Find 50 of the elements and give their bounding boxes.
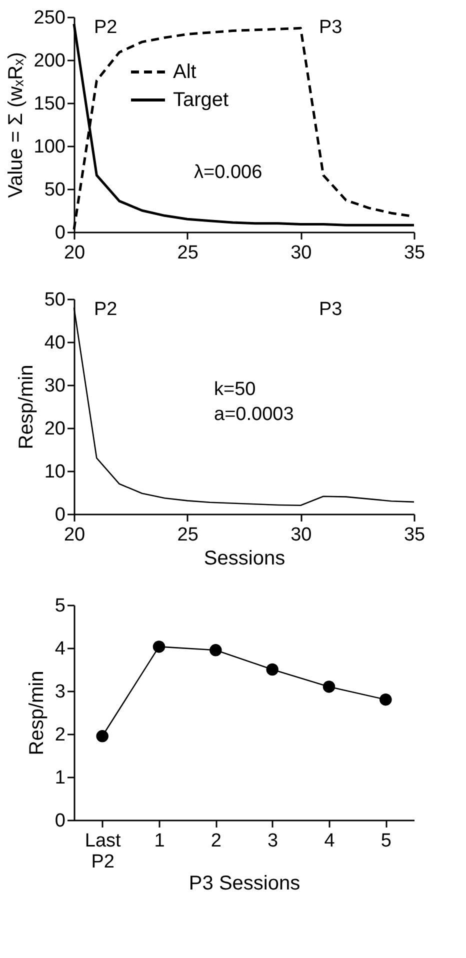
y-tick-label: 5 bbox=[54, 596, 66, 616]
annotation: k=50 bbox=[214, 379, 256, 400]
y-tick-label: 0 bbox=[54, 222, 66, 244]
point bbox=[380, 693, 392, 706]
y-tick-label: 1 bbox=[54, 768, 66, 788]
x-tick-label: 4 bbox=[324, 830, 336, 852]
y-axis-title: Resp/min bbox=[26, 670, 48, 756]
y-tick-label: 100 bbox=[34, 136, 66, 158]
point bbox=[210, 644, 222, 656]
x-tick-label: 25 bbox=[177, 524, 198, 546]
annotation: λ=0.006 bbox=[194, 162, 262, 183]
annotation: P2 bbox=[94, 299, 118, 320]
point bbox=[322, 680, 336, 693]
point bbox=[266, 663, 278, 676]
x-tick-label: 30 bbox=[290, 242, 312, 264]
annotation: P2 bbox=[94, 17, 118, 38]
y-tick-label: 250 bbox=[34, 8, 66, 28]
x-tick-label: 2 bbox=[210, 830, 222, 852]
y-tick-label: 2 bbox=[54, 724, 66, 746]
y-axis-title: Resp/min bbox=[15, 364, 38, 450]
x-axis-title: P3 Sessions bbox=[188, 872, 300, 894]
x-tick-label: 5 bbox=[380, 830, 392, 852]
y-tick-label: 50 bbox=[44, 290, 66, 310]
y-tick-label: 200 bbox=[34, 50, 66, 72]
y-tick-label: 3 bbox=[54, 682, 66, 702]
y-tick-label: 50 bbox=[44, 180, 66, 200]
point bbox=[152, 640, 166, 653]
y-tick-label: 4 bbox=[54, 638, 66, 660]
x-tick-label: Last P2 bbox=[84, 830, 122, 872]
y-tick-label: 20 bbox=[44, 418, 66, 440]
annotation: P3 bbox=[319, 299, 342, 320]
x-tick-label: 35 bbox=[404, 242, 426, 264]
annotation: a=0.0003 bbox=[214, 404, 294, 425]
annotation: P3 bbox=[319, 17, 342, 38]
x-tick-label: 3 bbox=[268, 830, 278, 852]
point bbox=[96, 730, 108, 742]
x-axis-title: Sessions bbox=[204, 548, 286, 570]
x-tick-label: 30 bbox=[290, 524, 312, 546]
legend-label: Target bbox=[173, 89, 230, 111]
y-tick-label: 30 bbox=[44, 376, 66, 396]
x-tick-label: 35 bbox=[404, 524, 426, 546]
y-axis-title: Value = Σ (wₓRₓ) bbox=[4, 52, 27, 198]
y-tick-label: 0 bbox=[54, 504, 66, 526]
x-tick-label: 25 bbox=[177, 242, 198, 264]
y-tick-label: 10 bbox=[44, 462, 66, 482]
legend-label: Alt bbox=[173, 61, 197, 83]
y-tick-label: 150 bbox=[34, 94, 66, 114]
x-tick-label: 1 bbox=[154, 830, 165, 852]
y-tick-label: 40 bbox=[44, 332, 66, 354]
y-tick-label: 0 bbox=[54, 810, 66, 832]
